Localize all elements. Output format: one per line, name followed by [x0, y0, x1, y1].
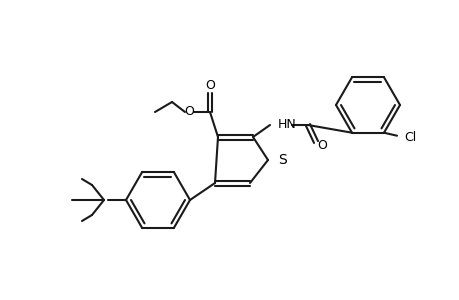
- Text: Cl: Cl: [403, 131, 415, 144]
- Text: S: S: [277, 153, 286, 167]
- Text: HN: HN: [277, 118, 296, 130]
- Text: O: O: [205, 79, 214, 92]
- Text: O: O: [316, 139, 326, 152]
- Text: O: O: [184, 104, 194, 118]
